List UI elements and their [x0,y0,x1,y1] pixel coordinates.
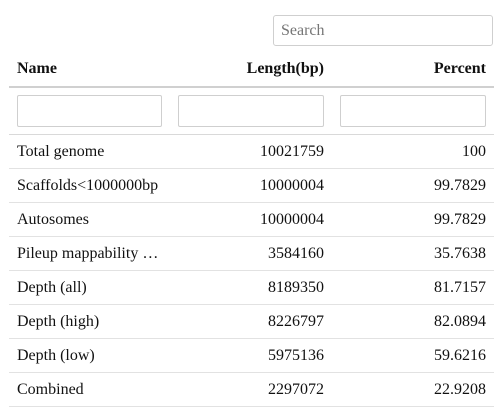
table-row[interactable]: Combined 2297072 22.9208 [9,372,494,407]
cell-name: Depth (all) [9,270,170,305]
table-header: Name Length(bp) Percent [9,52,494,88]
filter-input-name[interactable] [17,95,162,127]
search-container [273,15,493,46]
cell-length: 5975136 [170,338,332,373]
cell-name: Autosomes [9,202,170,237]
cell-percent: 35.7638 [332,236,494,271]
column-header-percent[interactable]: Percent [332,52,494,88]
cell-name: Combined [9,372,170,407]
cell-percent: 99.7829 [332,202,494,237]
cell-length: 8226797 [170,304,332,339]
cell-length: 10000004 [170,202,332,237]
filter-cell-length [170,87,332,135]
cell-name: Depth (low) [9,338,170,373]
table-row[interactable]: Depth (low) 5975136 59.6216 [9,338,494,373]
filter-cell-percent [332,87,494,135]
table-row[interactable]: Pileup mappability … 3584160 35.7638 [9,236,494,271]
cell-length: 3584160 [170,236,332,271]
table-row[interactable]: Autosomes 10000004 99.7829 [9,202,494,237]
filter-cell-name [9,87,170,135]
table-row[interactable]: Total genome 10021759 100 [9,134,494,169]
cell-name: Depth (high) [9,304,170,339]
cell-name: Total genome [9,134,170,169]
search-input[interactable] [273,15,493,46]
table-row[interactable]: Depth (all) 8189350 81.7157 [9,270,494,305]
table-row[interactable]: Depth (high) 8226797 82.0894 [9,304,494,339]
cell-percent: 22.9208 [332,372,494,407]
cell-length: 8189350 [170,270,332,305]
filter-input-percent[interactable] [340,95,486,127]
cell-percent: 59.6216 [332,338,494,373]
cell-percent: 82.0894 [332,304,494,339]
cell-length: 2297072 [170,372,332,407]
cell-percent: 81.7157 [332,270,494,305]
table-body: Total genome 10021759 100 Scaffolds<1000000… [9,87,494,407]
cell-length: 10000004 [170,168,332,203]
cell-percent: 100 [332,134,494,169]
header-row: Name Length(bp) Percent [9,52,494,88]
cell-name: Pileup mappability … [9,236,170,271]
data-table: Name Length(bp) Percent Total genome 1002… [9,52,494,407]
cell-percent: 99.7829 [332,168,494,203]
column-header-name[interactable]: Name [9,52,170,88]
column-header-length[interactable]: Length(bp) [170,52,332,88]
filter-input-length[interactable] [178,95,324,127]
cell-length: 10021759 [170,134,332,169]
filter-row [9,87,494,135]
table-row[interactable]: Scaffolds<1000000bp 10000004 99.7829 [9,168,494,203]
cell-name: Scaffolds<1000000bp [9,168,170,203]
